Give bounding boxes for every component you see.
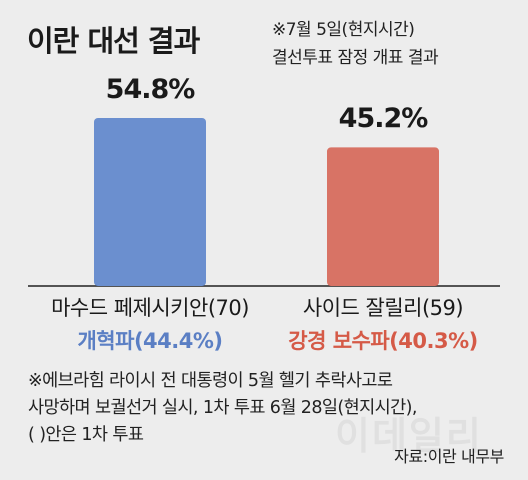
footnote: ※에브라힘 라이시 전 대통령이 5월 헬기 추락사고로 사망하며 보궐선거 실… (28, 368, 417, 449)
source-credit: 자료:이란 내무부 (394, 447, 504, 466)
footnote-line-3: ( )안은 1차 투표 (28, 425, 144, 445)
data-label-candidate-2: 45.2% (338, 103, 429, 135)
footnote-line-1: ※에브라힘 라이시 전 대통령이 5월 헬기 추락사고로 (28, 371, 393, 391)
bar-candidate-1 (94, 117, 206, 287)
subtitle-line-1: ※7월 5일(현지시간) (272, 20, 415, 40)
bar-candidate-2 (327, 147, 439, 286)
category-sublabel-candidate-2: 강경 보수파(40.3%) (288, 329, 478, 353)
watermark: 이데일리 (335, 414, 483, 458)
category-sublabel-candidate-1: 개혁파(44.4%) (77, 329, 223, 353)
category-label-candidate-2: 사이드 잘릴리(59) (302, 296, 464, 320)
chart-title: 이란 대선 결과 (27, 24, 200, 58)
chart-subtitle: ※7월 5일(현지시간) 결선투표 잠정 개표 결과 (272, 16, 439, 72)
subtitle-line-2: 결선투표 잠정 개표 결과 (272, 48, 439, 68)
footnote-line-2: 사망하며 보궐선거 실시, 1차 투표 6월 28일(현지시간), (28, 398, 417, 418)
data-label-candidate-1: 54.8% (105, 73, 196, 105)
category-label-candidate-1: 마수드 페제시키안(70) (51, 296, 249, 320)
